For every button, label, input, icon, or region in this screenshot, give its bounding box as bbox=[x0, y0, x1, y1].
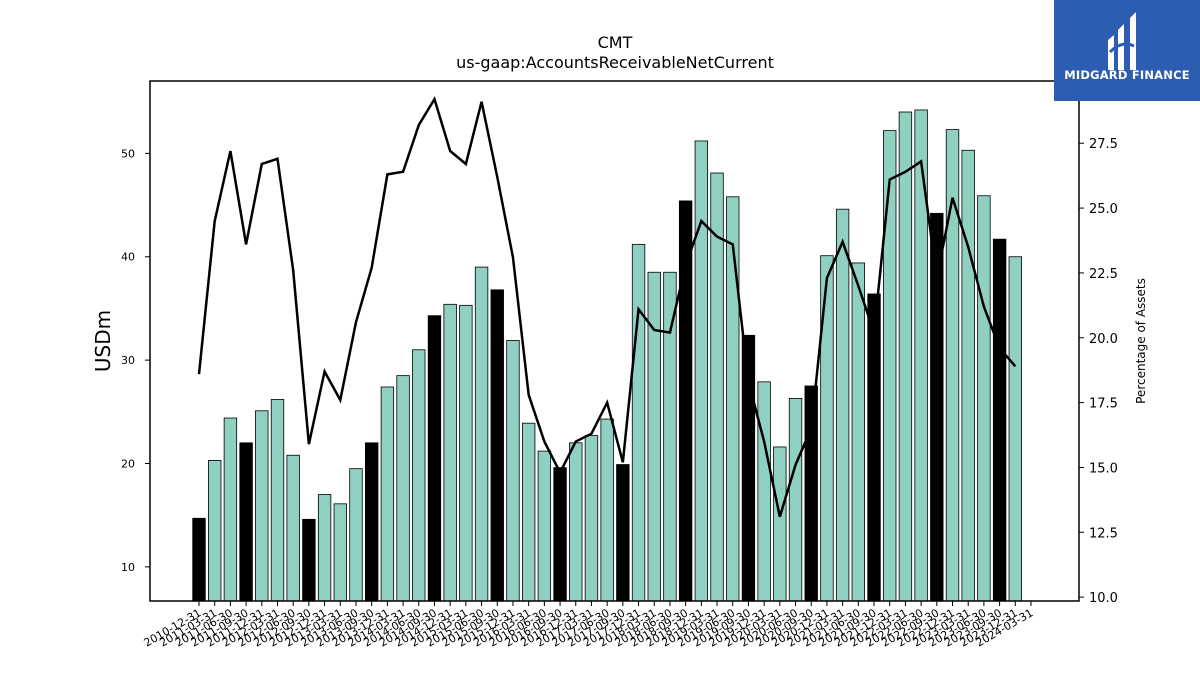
bar bbox=[631, 243, 646, 602]
bar bbox=[663, 271, 677, 602]
y2-tick-label: 22.5 bbox=[1089, 267, 1118, 282]
bar bbox=[835, 208, 850, 602]
y2-tick-label: 10.0 bbox=[1089, 591, 1118, 606]
bar bbox=[992, 238, 1007, 602]
bar bbox=[286, 454, 300, 602]
bar bbox=[647, 271, 661, 602]
bar bbox=[553, 467, 567, 602]
bar bbox=[412, 349, 426, 602]
bar bbox=[506, 340, 520, 602]
bar bbox=[490, 289, 504, 602]
bar bbox=[459, 304, 473, 602]
bar bbox=[867, 293, 881, 602]
bar bbox=[192, 517, 206, 602]
bar bbox=[474, 266, 489, 602]
bar bbox=[600, 418, 614, 602]
bar bbox=[694, 140, 709, 602]
x-axis: 2010-12-312011-03-312011-06-302011-09-30… bbox=[142, 601, 1036, 650]
chart-title: CMT bbox=[598, 33, 633, 52]
bar bbox=[773, 446, 787, 602]
y-tick-label: 10 bbox=[121, 561, 135, 574]
y2-tick-label: 25.0 bbox=[1089, 202, 1118, 217]
y-axis-label: USDm bbox=[91, 310, 115, 372]
bar bbox=[1008, 256, 1022, 602]
bar bbox=[569, 442, 583, 602]
bar bbox=[977, 195, 991, 602]
bar bbox=[443, 303, 457, 602]
y2-tick-label: 27.5 bbox=[1089, 137, 1118, 152]
percentage-line bbox=[197, 96, 1017, 518]
bar bbox=[333, 503, 347, 602]
right-axis: 10.0 12.5 15.0 17.5 20.0 22.5 25.0 27.5 bbox=[1079, 137, 1118, 606]
bar bbox=[726, 196, 740, 602]
bar bbox=[349, 468, 363, 602]
bar bbox=[914, 109, 928, 602]
logo: MIDGARD FINANCE bbox=[1054, 0, 1200, 101]
bar bbox=[380, 386, 395, 602]
bar bbox=[788, 397, 803, 602]
y2-tick-label: 12.5 bbox=[1089, 526, 1118, 541]
bar bbox=[208, 459, 222, 602]
plot-frame bbox=[149, 80, 1080, 602]
y2-tick-label: 20.0 bbox=[1089, 332, 1118, 347]
bar bbox=[364, 442, 379, 602]
y2-tick-label: 17.5 bbox=[1089, 397, 1118, 412]
bar bbox=[223, 417, 238, 602]
bar bbox=[317, 494, 332, 602]
bar bbox=[537, 450, 552, 602]
y-tick-label: 40 bbox=[121, 251, 135, 264]
y-tick-label: 50 bbox=[121, 147, 135, 160]
bar bbox=[584, 435, 599, 602]
bar bbox=[521, 422, 536, 602]
left-axis: 10 20 30 40 50 bbox=[121, 147, 150, 574]
y-tick-label: 20 bbox=[121, 458, 135, 471]
logo-text: MIDGARD FINANCE bbox=[1064, 68, 1190, 82]
bars bbox=[192, 109, 1022, 602]
y2-axis-label: Percentage of Assets bbox=[1134, 278, 1148, 404]
bar bbox=[898, 111, 913, 602]
bar bbox=[302, 518, 316, 602]
y-tick-label: 30 bbox=[121, 354, 135, 367]
bar bbox=[820, 255, 834, 602]
bar bbox=[851, 262, 865, 602]
bar bbox=[678, 200, 693, 602]
bar bbox=[883, 130, 897, 602]
bar bbox=[757, 381, 771, 602]
bar bbox=[616, 464, 630, 602]
bar bbox=[396, 375, 410, 602]
bar bbox=[961, 149, 975, 602]
logo-mark-icon bbox=[1108, 12, 1136, 70]
y2-tick-label: 15.0 bbox=[1089, 461, 1118, 476]
chart-subtitle: us-gaap:AccountsReceivableNetCurrent bbox=[456, 53, 774, 72]
bar bbox=[255, 410, 269, 602]
bar bbox=[239, 442, 253, 602]
bar bbox=[270, 399, 285, 602]
bar bbox=[427, 315, 442, 602]
